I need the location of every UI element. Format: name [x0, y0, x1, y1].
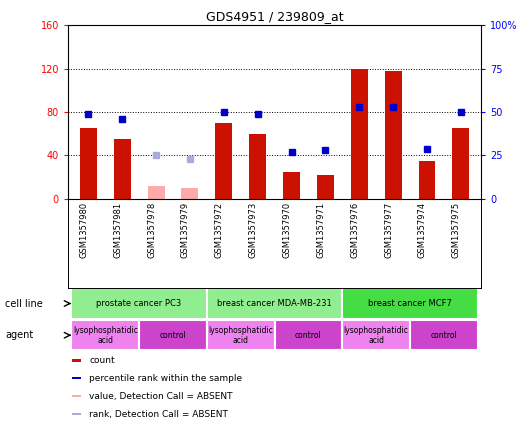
Text: percentile rank within the sample: percentile rank within the sample	[89, 374, 243, 382]
Bar	[283, 172, 300, 199]
Bar	[139, 320, 207, 350]
Text: GSM1357971: GSM1357971	[316, 201, 325, 258]
Bar	[249, 134, 266, 199]
Bar	[71, 288, 207, 319]
Text: GSM1357980: GSM1357980	[79, 201, 88, 258]
Text: lysophosphatidic
acid: lysophosphatidic acid	[208, 326, 273, 345]
Bar	[275, 320, 343, 350]
Text: GSM1357976: GSM1357976	[350, 201, 359, 258]
Text: lysophosphatidic
acid: lysophosphatidic acid	[73, 326, 138, 345]
Text: agent: agent	[5, 330, 33, 340]
Bar	[452, 128, 469, 199]
Text: GSM1357973: GSM1357973	[248, 201, 258, 258]
Text: control: control	[160, 331, 186, 340]
Bar	[343, 288, 478, 319]
Bar	[351, 69, 368, 199]
Text: GSM1357979: GSM1357979	[181, 201, 190, 258]
Text: GSM1357977: GSM1357977	[384, 201, 393, 258]
Bar	[384, 71, 402, 199]
Title: GDS4951 / 239809_at: GDS4951 / 239809_at	[206, 10, 344, 23]
Text: cell line: cell line	[5, 299, 43, 308]
Bar	[215, 123, 232, 199]
Text: GSM1357974: GSM1357974	[418, 201, 427, 258]
Bar	[72, 395, 81, 398]
Bar	[410, 320, 478, 350]
Bar	[207, 288, 343, 319]
Text: rank, Detection Call = ABSENT: rank, Detection Call = ABSENT	[89, 409, 229, 418]
Bar	[317, 175, 334, 199]
Bar	[80, 128, 97, 199]
Text: GSM1357978: GSM1357978	[147, 201, 156, 258]
Text: breast cancer MCF7: breast cancer MCF7	[368, 299, 452, 308]
Bar	[418, 161, 436, 199]
Bar	[72, 359, 81, 362]
Text: control: control	[430, 331, 457, 340]
Text: lysophosphatidic
acid: lysophosphatidic acid	[344, 326, 408, 345]
Text: breast cancer MDA-MB-231: breast cancer MDA-MB-231	[217, 299, 332, 308]
Bar	[147, 186, 165, 199]
Text: count: count	[89, 356, 115, 365]
Bar	[113, 139, 131, 199]
Bar	[343, 320, 410, 350]
Text: GSM1357970: GSM1357970	[282, 201, 291, 258]
Text: GSM1357972: GSM1357972	[215, 201, 224, 258]
Text: prostate cancer PC3: prostate cancer PC3	[96, 299, 181, 308]
Text: value, Detection Call = ABSENT: value, Detection Call = ABSENT	[89, 392, 233, 401]
Text: GSM1357975: GSM1357975	[452, 201, 461, 258]
Bar	[72, 376, 81, 379]
Bar	[181, 188, 198, 199]
Bar	[71, 320, 139, 350]
Bar	[207, 320, 275, 350]
Bar	[72, 412, 81, 415]
Text: GSM1357981: GSM1357981	[113, 201, 122, 258]
Text: control: control	[295, 331, 322, 340]
